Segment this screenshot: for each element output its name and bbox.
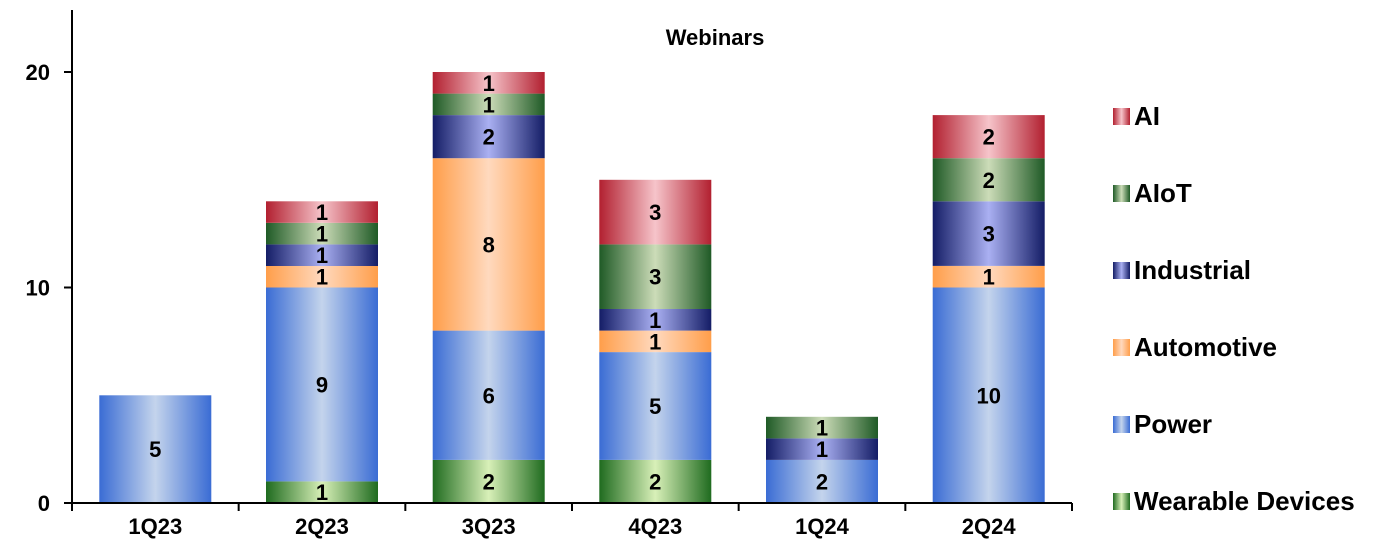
x-tick-label: 3Q23: [462, 514, 516, 539]
data-label: 2: [816, 469, 828, 494]
data-label: 1: [983, 265, 995, 290]
chart-title: Webinars: [666, 25, 765, 50]
legend-label: Automotive: [1134, 332, 1277, 362]
data-label: 1: [649, 308, 661, 333]
bar-segment-2Q24-ai: [932, 115, 1045, 159]
data-label: 8: [483, 232, 495, 257]
legend-swatch: [1113, 493, 1130, 510]
bar-segment-2Q23-automotive: [266, 265, 378, 288]
x-tick-label: 1Q24: [795, 514, 850, 539]
bar-segment-4Q23-aiot: [599, 244, 712, 309]
data-label: 1: [816, 416, 828, 441]
bar-segment-2Q24-automotive: [932, 265, 1045, 288]
legend-swatch: [1113, 339, 1130, 356]
data-label: 5: [149, 437, 161, 462]
legend-item-wearable-devices: Wearable Devices: [1113, 486, 1355, 516]
bar-segment-3Q23-automotive: [432, 158, 545, 331]
data-label: 2: [983, 125, 995, 150]
y-tick-label: 0: [38, 491, 50, 516]
bar-segment-3Q23-wearable-devices: [432, 459, 545, 503]
bar-segment-2Q24-aiot: [932, 158, 1045, 202]
x-tick-label: 1Q23: [128, 514, 182, 539]
data-label: 1: [649, 329, 661, 354]
data-label: 3: [649, 265, 661, 290]
data-label: 2: [649, 469, 661, 494]
bar-segment-3Q23-ai: [432, 72, 545, 94]
bar-segment-2Q23-industrial: [266, 244, 378, 266]
x-tick-label: 2Q23: [295, 514, 349, 539]
legend-item-industrial: Industrial: [1113, 255, 1251, 285]
legend-item-aiot: AIoT: [1113, 178, 1192, 208]
bar-segment-1Q23-power: [99, 395, 212, 504]
bar-segment-2Q23-wearable-devices: [266, 481, 378, 503]
legend-swatch: [1113, 185, 1130, 202]
bar-segment-3Q23-power: [432, 330, 545, 460]
legend-label: Wearable Devices: [1134, 486, 1355, 516]
bar-segment-4Q23-automotive: [599, 330, 712, 353]
legend-label: AI: [1134, 101, 1160, 131]
y-tick-label: 20: [26, 60, 50, 85]
bar-segment-2Q24-power: [932, 287, 1045, 503]
data-label: 1: [483, 71, 495, 96]
data-label: 1: [483, 92, 495, 117]
data-label: 3: [983, 222, 995, 247]
legend-item-power: Power: [1113, 409, 1212, 439]
legend-item-ai: AI: [1113, 101, 1160, 131]
bar-segment-4Q23-wearable-devices: [599, 459, 712, 503]
bar-segment-3Q23-industrial: [432, 115, 545, 159]
bar-segment-1Q24-aiot: [766, 416, 878, 439]
bar-segment-2Q24-industrial: [932, 201, 1045, 266]
bar-segment-2Q23-aiot: [266, 222, 378, 245]
bar-segment-2Q23-power: [266, 287, 378, 482]
x-tick-label: 4Q23: [628, 514, 682, 539]
data-label: 2: [483, 125, 495, 150]
legend-swatch: [1113, 416, 1130, 433]
legend-swatch: [1113, 108, 1130, 125]
data-label: 3: [649, 200, 661, 225]
data-label: 6: [483, 383, 495, 408]
data-label: 1: [316, 222, 328, 247]
data-label: 2: [483, 469, 495, 494]
data-label: 1: [316, 243, 328, 268]
data-label: 2: [983, 168, 995, 193]
data-label: 1: [316, 200, 328, 225]
bar-segment-1Q24-power: [766, 459, 878, 503]
legend-item-automotive: Automotive: [1113, 332, 1277, 362]
legend-label: Power: [1134, 409, 1212, 439]
legend-swatch: [1113, 262, 1130, 279]
legend-label: AIoT: [1134, 178, 1192, 208]
bar-segment-4Q23-power: [599, 352, 712, 460]
legend-label: Industrial: [1134, 255, 1251, 285]
data-label: 10: [976, 383, 1000, 408]
data-label: 1: [816, 437, 828, 462]
bar-segment-4Q23-industrial: [599, 309, 712, 331]
bar-segment-4Q23-ai: [599, 179, 712, 245]
y-tick-label: 10: [26, 276, 50, 301]
data-label: 1: [316, 265, 328, 290]
bar-segment-3Q23-aiot: [432, 93, 545, 116]
data-label: 5: [649, 394, 661, 419]
data-label: 1: [316, 480, 328, 505]
bar-segment-2Q23-ai: [266, 201, 378, 223]
data-label: 9: [316, 373, 328, 398]
x-tick-label: 2Q24: [962, 514, 1017, 539]
bar-segment-1Q24-industrial: [766, 438, 878, 460]
